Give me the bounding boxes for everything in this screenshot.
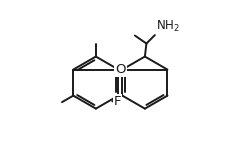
Text: F: F — [113, 95, 121, 108]
Text: NH$_2$: NH$_2$ — [155, 19, 179, 34]
Text: O: O — [115, 63, 125, 76]
